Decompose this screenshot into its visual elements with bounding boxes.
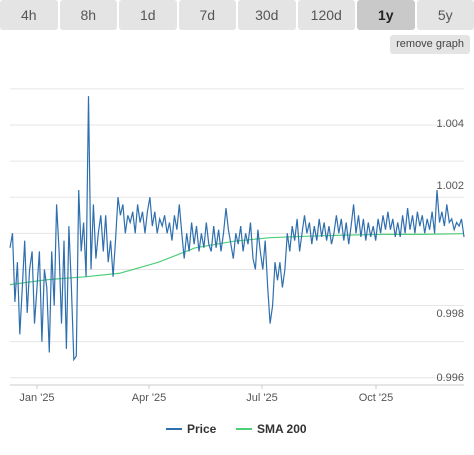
- remove-graph-button[interactable]: remove graph: [390, 35, 470, 54]
- x-tick-label: Oct '25: [359, 392, 394, 404]
- range-button-120d[interactable]: 120d: [297, 0, 355, 30]
- y-tick-label: 1.004: [436, 118, 464, 130]
- legend-label-price: Price: [187, 422, 217, 436]
- range-button-5y[interactable]: 5y: [416, 0, 474, 30]
- x-tick-label: Jan '25: [19, 392, 54, 404]
- y-tick-label: 0.998: [436, 308, 464, 320]
- range-button-1y[interactable]: 1y: [357, 0, 415, 30]
- legend-item-sma-200[interactable]: SMA 200: [236, 422, 307, 436]
- range-button-7d[interactable]: 7d: [178, 0, 236, 30]
- range-button-1d[interactable]: 1d: [119, 0, 177, 30]
- y-axis-labels: 1.004 1.002 0.998 0.996: [436, 118, 464, 384]
- range-button-8h[interactable]: 8h: [59, 0, 117, 30]
- range-button-30d[interactable]: 30d: [238, 0, 296, 30]
- y-tick-label: 1.002: [436, 180, 464, 192]
- chart-legend: Price SMA 200: [166, 422, 307, 436]
- legend-item-price[interactable]: Price: [166, 422, 217, 436]
- time-range-selector: 4h 8h 1d 7d 30d 120d 1y 5y: [0, 0, 474, 30]
- series-line-price: [9, 96, 465, 362]
- x-tick-label: Jul '25: [246, 392, 277, 404]
- range-button-4h[interactable]: 4h: [0, 0, 58, 30]
- x-tick-label: Apr '25: [132, 392, 167, 404]
- legend-label-sma-200: SMA 200: [257, 422, 307, 436]
- x-axis-ticks: [36, 385, 377, 389]
- x-axis-labels: Jan '25 Apr '25 Jul '25 Oct '25: [19, 392, 393, 404]
- y-tick-label: 0.996: [436, 372, 464, 384]
